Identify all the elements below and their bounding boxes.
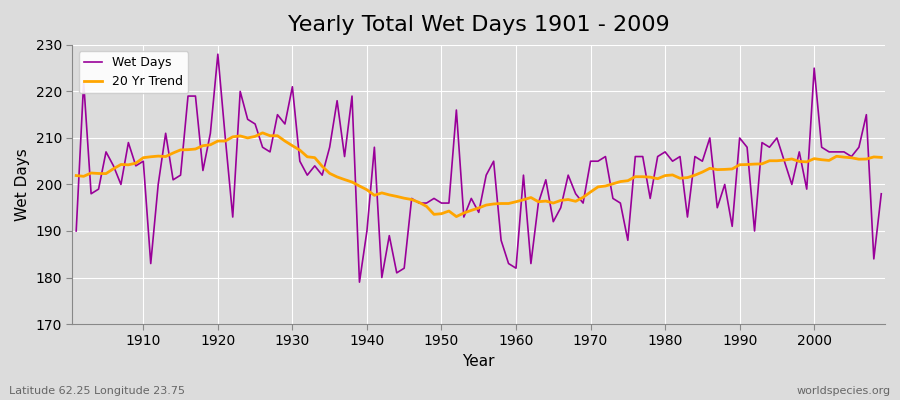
Wet Days xyxy=(212,52,223,56)
20 Yr Trend xyxy=(451,214,462,219)
20 Yr Trend xyxy=(71,173,82,178)
Wet Days xyxy=(71,228,82,233)
Text: Latitude 62.25 Longitude 23.75: Latitude 62.25 Longitude 23.75 xyxy=(9,386,185,396)
20 Yr Trend xyxy=(257,130,268,135)
X-axis label: Year: Year xyxy=(463,354,495,369)
20 Yr Trend xyxy=(518,197,529,202)
20 Yr Trend xyxy=(615,179,626,184)
20 Yr Trend xyxy=(346,180,357,184)
Text: worldspecies.org: worldspecies.org xyxy=(796,386,891,396)
Wet Days xyxy=(346,94,357,98)
Line: 20 Yr Trend: 20 Yr Trend xyxy=(76,133,881,216)
Title: Yearly Total Wet Days 1901 - 2009: Yearly Total Wet Days 1901 - 2009 xyxy=(288,15,670,35)
20 Yr Trend xyxy=(130,161,141,166)
Wet Days xyxy=(130,164,141,168)
Legend: Wet Days, 20 Yr Trend: Wet Days, 20 Yr Trend xyxy=(78,51,188,93)
20 Yr Trend xyxy=(526,195,536,200)
Wet Days xyxy=(615,201,626,206)
Wet Days xyxy=(302,173,312,178)
Y-axis label: Wet Days: Wet Days xyxy=(15,148,30,221)
20 Yr Trend xyxy=(876,155,886,160)
20 Yr Trend xyxy=(302,154,312,159)
Wet Days xyxy=(518,173,529,178)
Line: Wet Days: Wet Days xyxy=(76,54,881,282)
Wet Days xyxy=(526,261,536,266)
Wet Days xyxy=(354,280,364,284)
Wet Days xyxy=(876,191,886,196)
